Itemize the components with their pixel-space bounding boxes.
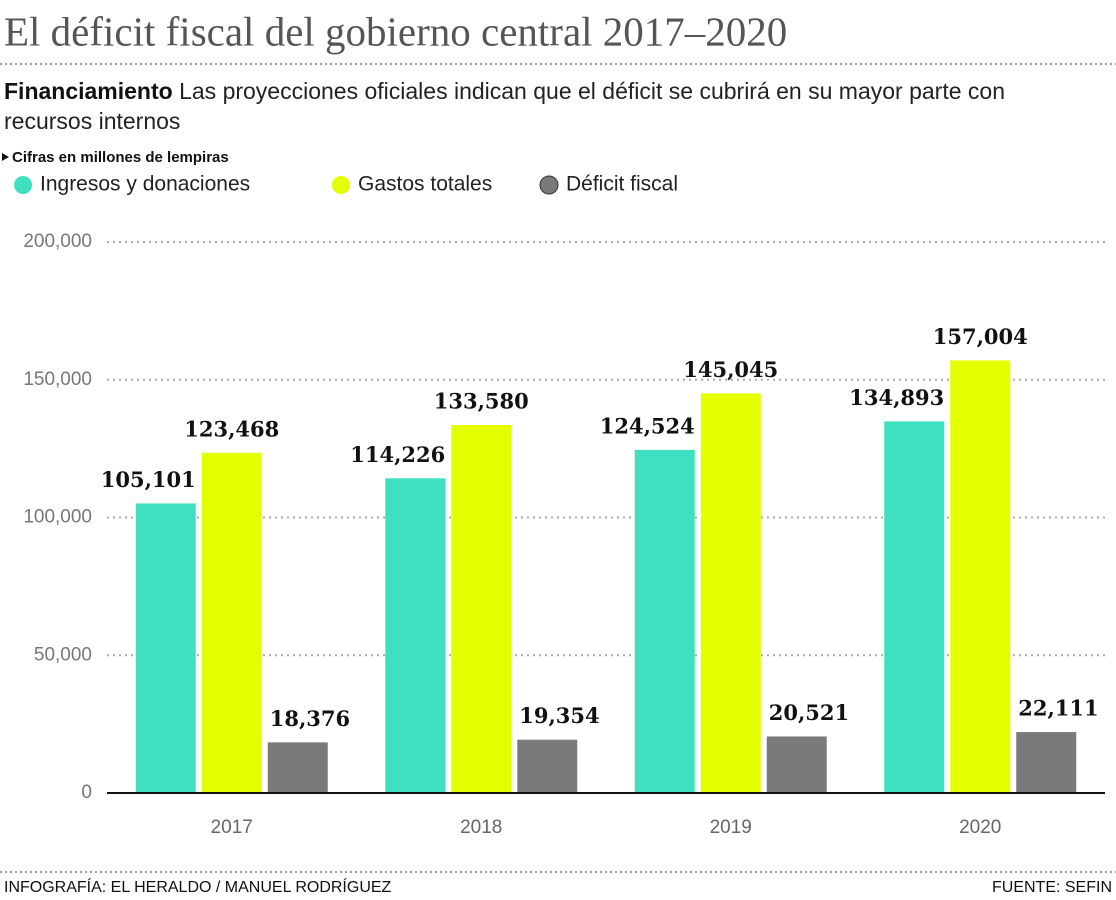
value-label: 114,226 (350, 442, 445, 467)
bar (634, 449, 695, 793)
y-tick-label: 100,000 (23, 507, 92, 528)
credit: INFOGRAFÍA: EL HERALDO / MANUEL RODRÍGUE… (4, 877, 392, 896)
bar (451, 424, 512, 793)
value-label: 22,111 (1018, 696, 1098, 721)
bar (766, 736, 827, 793)
value-label: 145,045 (683, 357, 778, 382)
unit-note: Cifras en millones de lempiras (12, 149, 229, 166)
note-marker (2, 153, 9, 161)
bar (950, 360, 1011, 793)
source: FUENTE: SEFIN (992, 879, 1112, 896)
subtitle: Financiamiento Las proyecciones oficiale… (4, 76, 1079, 136)
bar (267, 742, 328, 793)
bar (517, 739, 578, 793)
bar (135, 503, 196, 793)
value-label: 124,524 (600, 413, 695, 438)
x-tick-label: 2017 (211, 817, 253, 838)
legend-swatch (539, 175, 559, 195)
bar (1016, 732, 1077, 793)
x-tick-label: 2018 (460, 817, 502, 838)
bar (700, 393, 761, 793)
value-label: 133,580 (434, 388, 529, 413)
subtitle-text: Las proyecciones oficiales indican que e… (4, 78, 1005, 134)
y-tick-label: 50,000 (34, 644, 92, 665)
value-label: 19,354 (519, 703, 599, 728)
subtitle-lead: Financiamiento (4, 78, 173, 104)
value-label: 20,521 (769, 700, 849, 725)
legend-swatch (332, 176, 350, 194)
bar (201, 452, 262, 793)
chart-title: El déficit fiscal del gobierno central 2… (4, 8, 787, 54)
value-label: 18,376 (270, 706, 350, 731)
bar (385, 478, 446, 793)
x-tick-label: 2020 (959, 817, 1001, 838)
value-label: 123,468 (184, 416, 279, 441)
legend-label: Ingresos y donaciones (40, 173, 250, 196)
legend-label: Gastos totales (358, 173, 492, 196)
y-tick-label: 0 (81, 782, 92, 803)
value-label: 157,004 (933, 324, 1028, 349)
legend-swatch (14, 176, 32, 194)
x-tick-label: 2019 (710, 817, 752, 838)
y-tick-label: 150,000 (23, 369, 92, 390)
value-label: 105,101 (101, 467, 196, 492)
legend-label: Déficit fiscal (566, 173, 678, 196)
value-label: 134,893 (849, 385, 944, 410)
y-tick-label: 200,000 (23, 231, 92, 252)
bar (884, 421, 945, 793)
